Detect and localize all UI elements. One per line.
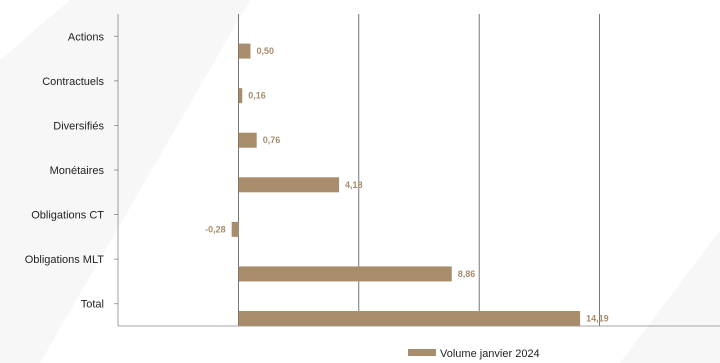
category-label: Obligations MLT [25, 254, 105, 266]
value-label: 0,16 [248, 91, 266, 101]
category-labels: Actions Contractuels Diversifiés Monétaires… [25, 31, 105, 310]
category-label: Actions [68, 31, 105, 43]
bar [238, 132, 257, 148]
bar [238, 266, 452, 282]
category-label: Contractuels [42, 76, 104, 88]
bars [231, 43, 581, 326]
value-label: 4,18 [345, 180, 363, 190]
category-label: Diversifiés [53, 120, 104, 132]
value-labels: 0,50 0,16 0,76 4,18 -0,28 8,86 14,19 [205, 46, 608, 323]
value-label: 0,76 [263, 135, 281, 145]
value-label: 14,19 [586, 314, 609, 324]
value-label: -0,28 [205, 224, 226, 234]
category-label: Total [81, 299, 104, 311]
category-label: Monétaires [50, 165, 105, 177]
bar [238, 43, 251, 59]
legend-label: Volume janvier 2024 [440, 348, 540, 360]
bar [238, 311, 581, 326]
category-label: Obligations CT [31, 210, 104, 222]
bar [238, 177, 340, 193]
value-label: 0,50 [256, 46, 274, 56]
legend-swatch [408, 349, 436, 356]
bar [231, 221, 239, 237]
value-label: 8,86 [458, 269, 476, 279]
bar [238, 88, 243, 104]
legend: Volume janvier 2024 [408, 348, 540, 360]
